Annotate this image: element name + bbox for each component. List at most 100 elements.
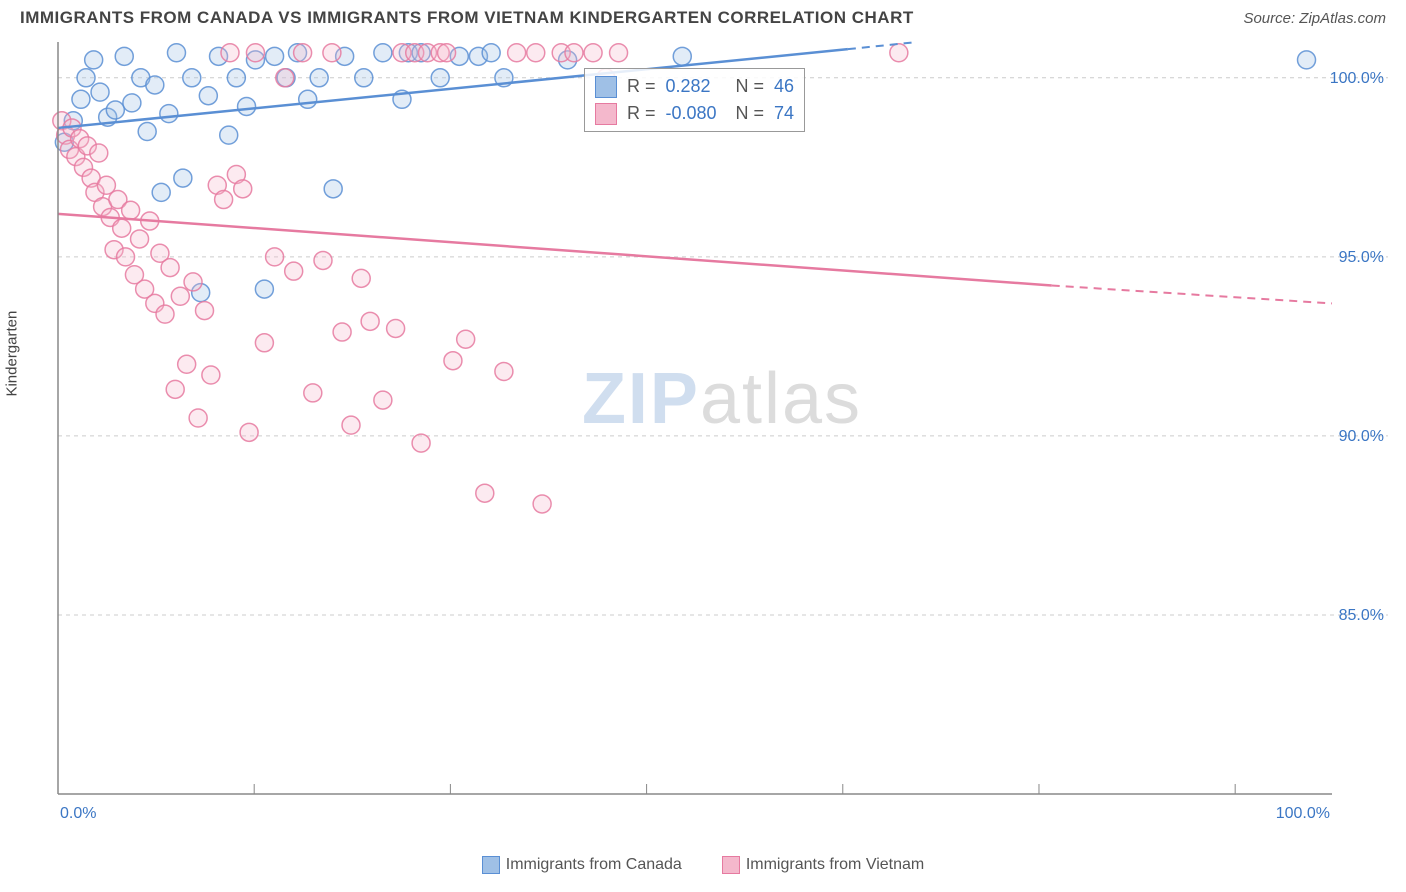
- x-tick-label: 100.0%: [1276, 805, 1330, 822]
- scatter-point: [1298, 51, 1316, 69]
- scatter-point: [299, 90, 317, 108]
- scatter-point: [352, 269, 370, 287]
- scatter-point: [106, 101, 124, 119]
- legend-n-value: 46: [774, 73, 794, 100]
- y-tick-label: 95.0%: [1339, 249, 1384, 266]
- scatter-point: [238, 97, 256, 115]
- scatter-point: [361, 312, 379, 330]
- scatter-point: [508, 44, 526, 62]
- scatter-point: [255, 280, 273, 298]
- legend-swatch: [595, 103, 617, 125]
- scatter-point: [178, 355, 196, 373]
- scatter-point: [482, 44, 500, 62]
- footer-legend-item: Immigrants from Canada: [482, 856, 682, 874]
- scatter-point: [495, 362, 513, 380]
- scatter-point: [294, 44, 312, 62]
- scatter-point: [304, 384, 322, 402]
- chart-area: Kindergarten 85.0%90.0%95.0%100.0%0.0%10…: [50, 36, 1394, 826]
- scatter-point: [533, 495, 551, 513]
- scatter-point: [215, 191, 233, 209]
- scatter-point: [138, 123, 156, 141]
- scatter-point: [342, 416, 360, 434]
- scatter-point: [91, 83, 109, 101]
- scatter-point: [314, 251, 332, 269]
- legend-r-label: R =: [627, 100, 656, 127]
- scatter-point: [457, 330, 475, 348]
- scatter-plot: 85.0%90.0%95.0%100.0%0.0%100.0%: [50, 36, 1394, 826]
- scatter-point: [115, 47, 133, 65]
- scatter-point: [610, 44, 628, 62]
- scatter-point: [412, 434, 430, 452]
- chart-header: IMMIGRANTS FROM CANADA VS IMMIGRANTS FRO…: [0, 0, 1406, 32]
- scatter-point: [196, 302, 214, 320]
- regression-line: [58, 214, 1052, 286]
- scatter-point: [189, 409, 207, 427]
- chart-source: Source: ZipAtlas.com: [1243, 10, 1386, 27]
- scatter-point: [184, 273, 202, 291]
- scatter-point: [246, 44, 264, 62]
- scatter-point: [85, 51, 103, 69]
- scatter-point: [113, 219, 131, 237]
- scatter-point: [199, 87, 217, 105]
- scatter-point: [387, 319, 405, 337]
- legend-r-label: R =: [627, 73, 656, 100]
- scatter-point: [77, 69, 95, 87]
- scatter-point: [324, 180, 342, 198]
- scatter-point: [161, 259, 179, 277]
- legend-row: R = 0.282 N = 46: [595, 73, 794, 100]
- scatter-point: [171, 287, 189, 305]
- legend-swatch: [482, 856, 500, 874]
- scatter-point: [276, 69, 294, 87]
- legend-box: R =0.282N =46R =-0.080N =74: [584, 68, 805, 132]
- chart-title: IMMIGRANTS FROM CANADA VS IMMIGRANTS FRO…: [20, 8, 914, 28]
- scatter-point: [90, 144, 108, 162]
- scatter-point: [131, 230, 149, 248]
- scatter-point: [431, 69, 449, 87]
- y-tick-label: 90.0%: [1339, 428, 1384, 445]
- legend-swatch: [722, 856, 740, 874]
- footer-legend-label: Immigrants from Canada: [506, 856, 682, 873]
- scatter-point: [167, 44, 185, 62]
- scatter-point: [890, 44, 908, 62]
- legend-n-value: 74: [774, 100, 794, 127]
- scatter-point: [123, 94, 141, 112]
- scatter-point: [156, 305, 174, 323]
- y-tick-label: 85.0%: [1339, 607, 1384, 624]
- scatter-point: [266, 47, 284, 65]
- scatter-point: [221, 44, 239, 62]
- regression-line-dash: [1052, 286, 1332, 304]
- scatter-point: [234, 180, 252, 198]
- footer-legend: Immigrants from Canada Immigrants from Vi…: [0, 856, 1406, 874]
- scatter-point: [584, 44, 602, 62]
- scatter-point: [240, 423, 258, 441]
- scatter-point: [183, 69, 201, 87]
- scatter-point: [160, 105, 178, 123]
- scatter-point: [152, 183, 170, 201]
- scatter-point: [227, 69, 245, 87]
- scatter-point: [202, 366, 220, 384]
- scatter-point: [72, 90, 90, 108]
- scatter-point: [220, 126, 238, 144]
- footer-legend-label: Immigrants from Vietnam: [746, 856, 924, 873]
- legend-r-value: 0.282: [666, 73, 726, 100]
- scatter-point: [374, 44, 392, 62]
- scatter-point: [444, 352, 462, 370]
- scatter-point: [174, 169, 192, 187]
- legend-n-label: N =: [736, 100, 765, 127]
- legend-row: R =-0.080N =74: [595, 100, 794, 127]
- scatter-point: [565, 44, 583, 62]
- scatter-point: [310, 69, 328, 87]
- legend-n-label: N =: [736, 73, 765, 100]
- scatter-point: [255, 334, 273, 352]
- scatter-point: [323, 44, 341, 62]
- y-tick-label: 100.0%: [1330, 70, 1384, 87]
- scatter-point: [374, 391, 392, 409]
- scatter-point: [122, 201, 140, 219]
- scatter-point: [527, 44, 545, 62]
- scatter-point: [166, 380, 184, 398]
- scatter-point: [476, 484, 494, 502]
- scatter-point: [117, 248, 135, 266]
- legend-swatch: [595, 76, 617, 98]
- scatter-point: [333, 323, 351, 341]
- scatter-point: [146, 76, 164, 94]
